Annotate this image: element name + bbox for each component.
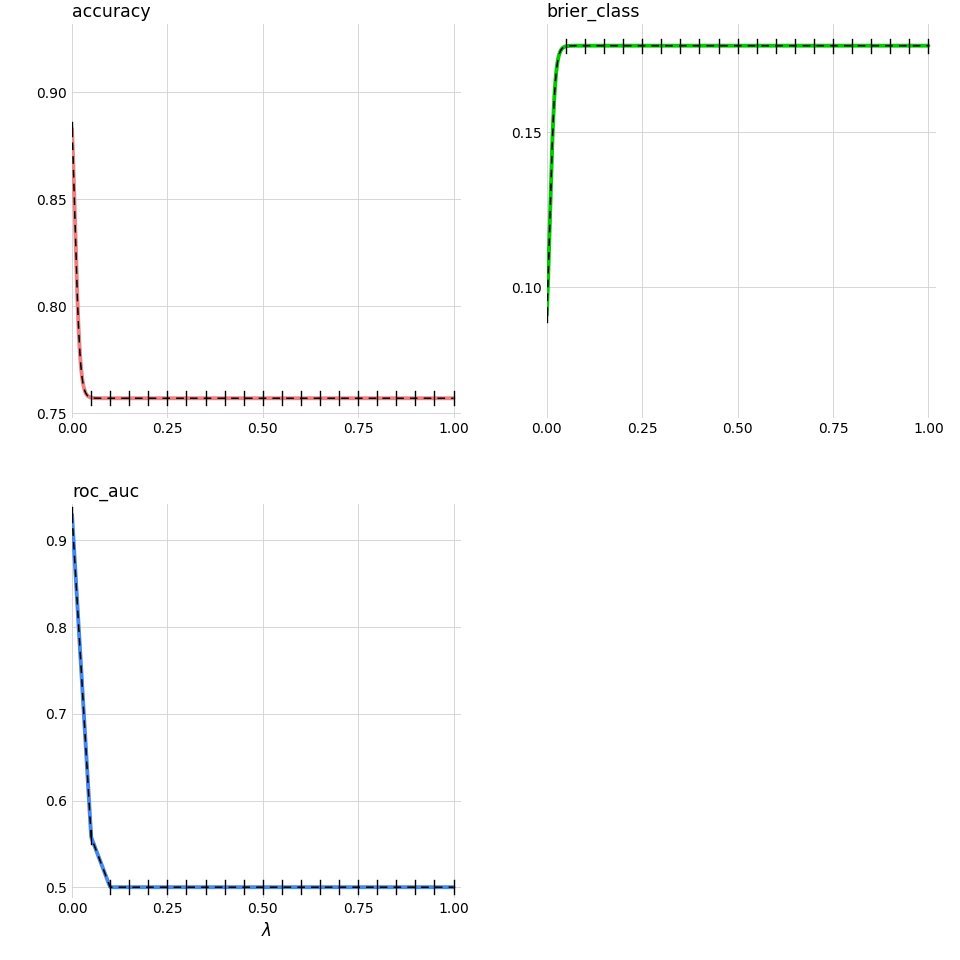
Text: accuracy: accuracy	[72, 3, 151, 21]
X-axis label: λ: λ	[262, 922, 272, 940]
Text: brier_class: brier_class	[547, 3, 640, 21]
Text: roc_auc: roc_auc	[72, 484, 139, 501]
